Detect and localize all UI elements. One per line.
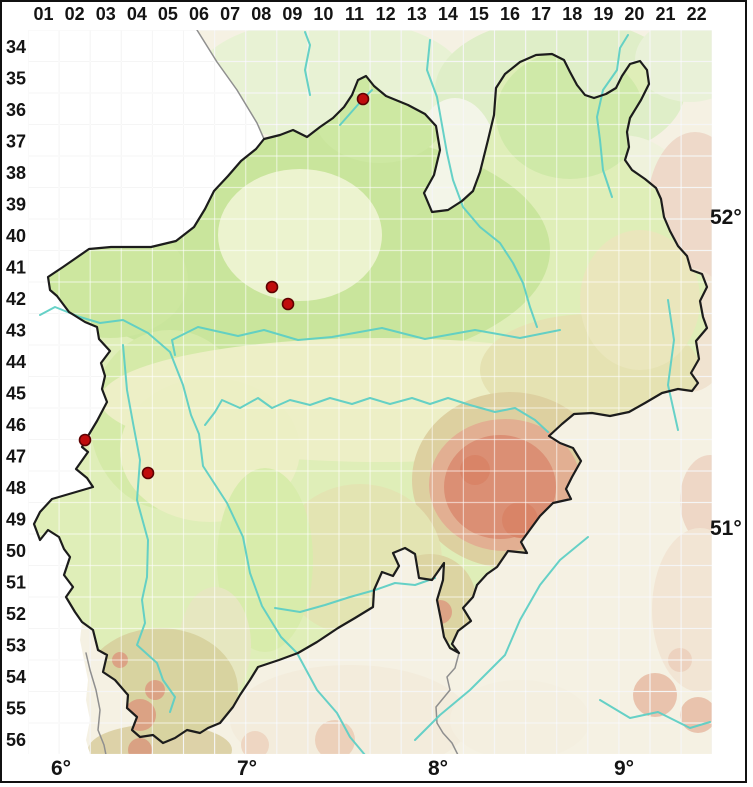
- latitude-axis: 52° 51°: [710, 206, 742, 540]
- grid-column-label: 01: [34, 4, 54, 24]
- grid-column-label: 13: [407, 4, 427, 24]
- grid-column-label: 10: [313, 4, 333, 24]
- grid-row-label: 54: [6, 667, 26, 687]
- grid-row-label: 53: [6, 635, 26, 655]
- grid-column-label: 17: [531, 4, 551, 24]
- river-rur: [122, 344, 176, 713]
- grid-row-label: 48: [6, 478, 26, 498]
- grid-column-label: 18: [562, 4, 582, 24]
- river-lippe: [171, 326, 561, 356]
- grid-row-label: 56: [6, 730, 26, 750]
- grid-row-label: 37: [6, 131, 26, 151]
- grid-row-label: 50: [6, 541, 26, 561]
- grid-row-label: 35: [6, 68, 26, 88]
- longitude-label: 9°: [614, 757, 634, 780]
- river-southeast: [599, 699, 711, 729]
- grid-column-label: 02: [65, 4, 85, 24]
- grid-row-label: 42: [6, 289, 26, 309]
- grid-row-label: 46: [6, 415, 26, 435]
- grid-column-label: 03: [96, 4, 116, 24]
- grid-column-label: 04: [127, 4, 147, 24]
- grid-column-label: 09: [282, 4, 302, 24]
- grid-column-label: 15: [469, 4, 489, 24]
- river-sieg: [274, 577, 436, 613]
- longitude-axis: 6° 7° 8° 9°: [51, 757, 634, 780]
- grid-column-label: 16: [500, 4, 520, 24]
- grid-column-label: 08: [251, 4, 271, 24]
- grid-row-label: 38: [6, 163, 26, 183]
- grid-row-label: 41: [6, 257, 26, 277]
- grid-row-label: 45: [6, 383, 26, 403]
- grid-column-label: 12: [376, 4, 396, 24]
- grid-row-label: 55: [6, 698, 26, 718]
- grid-column-label: 11: [345, 4, 364, 24]
- grid-column-label: 07: [220, 4, 240, 24]
- grid-row-label: 39: [6, 194, 26, 214]
- grid-row-label: 43: [6, 320, 26, 340]
- grid-row-headers: 34 35 36 37 38 39 40 41 42 43 44 45 46 47 48 49 50 51 52 53…: [6, 37, 26, 750]
- occurrence-dot-4209[interactable]: [281, 297, 295, 311]
- grid-row-label: 51: [6, 572, 26, 592]
- occurrence-dot-4804[interactable]: [141, 466, 155, 480]
- river-rhine: [39, 306, 366, 755]
- grid-column-headers: 01 02 03 04 05 06 07 08 09 10 11 12 13 14 15 16 17 18 19 20…: [34, 4, 707, 24]
- occurrence-dots: [78, 92, 370, 480]
- occurrence-dot-3611[interactable]: [356, 92, 370, 106]
- state-boundary: [32, 52, 709, 745]
- grid-column-label: 21: [656, 4, 676, 24]
- river-east: [667, 299, 679, 431]
- occurrence-dot-4208[interactable]: [265, 280, 279, 294]
- river-vechte: [304, 31, 311, 96]
- latitude-label: 51°: [710, 517, 742, 540]
- grid-column-label: 19: [593, 4, 613, 24]
- grid-row-label: 44: [6, 352, 26, 372]
- grid-row-label: 34: [6, 37, 26, 57]
- grid-overlay: [27, 29, 713, 756]
- occurrence-dot-4702[interactable]: [78, 433, 92, 447]
- grid-row-label: 40: [6, 226, 26, 246]
- longitude-label: 7°: [237, 757, 257, 780]
- river-ruhr: [204, 397, 549, 433]
- river-lahn: [414, 536, 589, 741]
- grid-row-label: 49: [6, 509, 26, 529]
- grid-row-label: 47: [6, 446, 26, 466]
- grid-column-label: 05: [158, 4, 178, 24]
- no-data-region: [28, 30, 264, 754]
- river-ems: [426, 39, 538, 328]
- longitude-label: 8°: [428, 757, 448, 780]
- grid-column-label: 14: [438, 4, 458, 24]
- netherlands-region: [28, 30, 264, 754]
- rivers: [39, 31, 711, 755]
- river-weser: [596, 34, 629, 198]
- grid-column-label: 06: [189, 4, 209, 24]
- national-border: [85, 30, 460, 755]
- grid-column-label: 22: [687, 4, 707, 24]
- grid-column-label: 20: [624, 4, 644, 24]
- latitude-label: 52°: [710, 206, 742, 229]
- longitude-label: 6°: [51, 757, 71, 780]
- grid-row-label: 36: [6, 100, 26, 120]
- grid-row-label: 52: [6, 604, 26, 624]
